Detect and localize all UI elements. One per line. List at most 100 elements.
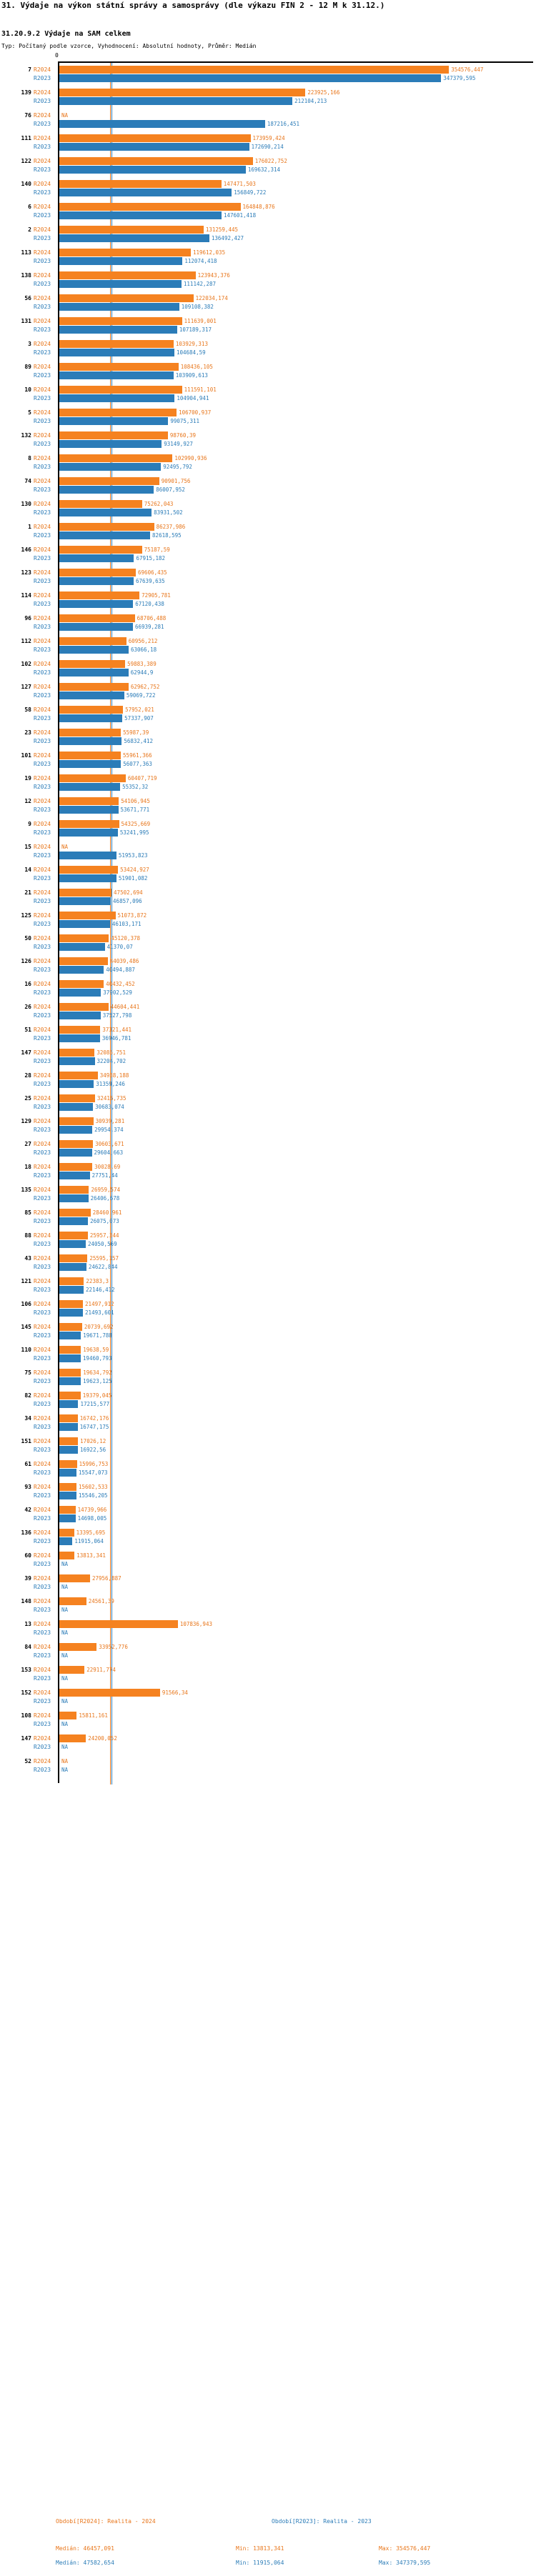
bar-value-label-2023: 29604,663 xyxy=(94,1149,124,1156)
bar-value-label-2024: 13395,695 xyxy=(76,1529,106,1536)
series-label-2023: R2023 xyxy=(34,555,51,561)
row-rank-label: 8 xyxy=(28,455,31,461)
series-label-2024: R2024 xyxy=(34,1644,51,1650)
bar-2023 xyxy=(59,74,442,82)
bar-2024 xyxy=(59,774,126,782)
series-label-2024: R2024 xyxy=(34,478,51,484)
series-label-2023: R2023 xyxy=(34,372,51,379)
series-label-2023: R2023 xyxy=(34,1607,51,1613)
series-label-2023: R2023 xyxy=(34,1127,51,1133)
row-rank-label: 148 xyxy=(21,1598,31,1604)
bar-2024 xyxy=(59,1689,160,1697)
bar-value-label-2024: 86237,986 xyxy=(156,524,186,530)
row-rank-label: 138 xyxy=(21,272,31,279)
bar-2024 xyxy=(59,1712,77,1719)
bar-2023 xyxy=(59,829,118,837)
series-label-2023: R2023 xyxy=(34,1584,51,1590)
series-label-2024: R2024 xyxy=(34,958,51,964)
bar-2024 xyxy=(59,363,179,371)
series-label-2024: R2024 xyxy=(34,592,51,599)
bar-2023 xyxy=(59,440,162,448)
bar-value-label-2024: 19379,045 xyxy=(82,1392,112,1399)
series-label-2023: R2023 xyxy=(34,1744,51,1750)
series-label-2023: R2023 xyxy=(34,1355,51,1362)
bar-value-label-2023: 92495,792 xyxy=(163,464,192,470)
bar-2024 xyxy=(59,1574,90,1582)
series-label-2024: R2024 xyxy=(34,1438,51,1444)
series-label-2023: R2023 xyxy=(34,304,51,310)
bar-value-label-2023: 53671,771 xyxy=(120,807,150,813)
stat-min-2023: Min: 11915,064 xyxy=(236,2560,284,2566)
bar-value-label-2023: 56077,363 xyxy=(123,761,152,767)
series-label-2024: R2024 xyxy=(34,1598,51,1604)
series-label-2024: R2024 xyxy=(34,752,51,759)
bar-value-label-2024: 107836,943 xyxy=(179,1621,212,1627)
bar-value-label-2024: 108436,105 xyxy=(180,364,213,370)
bar-value-label-2023: 56832,412 xyxy=(124,738,154,744)
series-label-2024: R2024 xyxy=(34,1324,51,1330)
row-rank-label: 88 xyxy=(24,1232,31,1239)
bar-value-label-2024: 176022,752 xyxy=(254,158,287,164)
bar-value-label-2023: 27751,44 xyxy=(91,1172,118,1179)
bar-2023 xyxy=(59,623,133,631)
bar-2024 xyxy=(59,1414,78,1422)
bar-2023 xyxy=(59,326,177,334)
row-rank-label: 25 xyxy=(24,1095,31,1102)
bar-na-label-2023: NA xyxy=(61,1584,69,1590)
row-rank-label: 140 xyxy=(21,181,31,187)
row-rank-label: 13 xyxy=(24,1621,31,1627)
row-rank-label: 125 xyxy=(21,912,31,919)
chart-type-line: Typ: Počítaný podle vzorce, Vyhodnocení:… xyxy=(1,43,257,49)
bar-2023 xyxy=(59,1537,73,1545)
bar-value-label-2024: 15996,753 xyxy=(79,1461,109,1467)
bar-2023 xyxy=(59,1080,94,1088)
bar-2023 xyxy=(59,1240,86,1248)
row-rank-label: 123 xyxy=(21,569,31,576)
series-label-2023: R2023 xyxy=(34,1058,51,1064)
series-label-2023: R2023 xyxy=(34,1172,51,1179)
bar-2023 xyxy=(59,943,105,951)
row-rank-label: 15 xyxy=(24,844,31,850)
bar-value-label-2024: 20739,692 xyxy=(84,1324,114,1330)
row-rank-label: 114 xyxy=(21,592,31,599)
bar-value-label-2024: 91566,34 xyxy=(162,1689,188,1696)
series-label-2024: R2024 xyxy=(34,1095,51,1102)
row-rank-label: 147 xyxy=(21,1735,31,1742)
row-rank-label: 10 xyxy=(24,386,31,393)
bar-value-label-2023: 22146,412 xyxy=(86,1287,115,1293)
row-rank-label: 43 xyxy=(24,1255,31,1262)
bar-2023 xyxy=(59,646,129,654)
series-label-2023: R2023 xyxy=(34,1149,51,1156)
bar-2024 xyxy=(59,912,116,919)
row-rank-label: 23 xyxy=(24,729,31,736)
bar-2024 xyxy=(59,980,104,988)
series-label-2023: R2023 xyxy=(34,75,51,81)
series-label-2023: R2023 xyxy=(34,647,51,653)
bar-value-label-2024: 40432,452 xyxy=(106,981,135,987)
bar-value-label-2024: 106700,937 xyxy=(179,409,212,416)
series-label-2023: R2023 xyxy=(34,509,51,516)
series-label-2023: R2023 xyxy=(34,281,51,287)
series-label-2024: R2024 xyxy=(34,1369,51,1376)
bar-2023 xyxy=(59,1469,76,1477)
bar-2023 xyxy=(59,143,249,151)
bar-value-label-2023: 83931,502 xyxy=(154,509,183,516)
row-rank-label: 93 xyxy=(24,1484,31,1490)
bar-2023 xyxy=(59,463,162,471)
row-rank-label: 19 xyxy=(24,775,31,782)
row-rank-label: 60 xyxy=(24,1552,31,1559)
row-rank-label: 28 xyxy=(24,1072,31,1079)
bar-2023 xyxy=(59,989,101,997)
series-label-2024: R2024 xyxy=(34,1484,51,1490)
bar-value-label-2024: 19634,792 xyxy=(83,1369,112,1376)
bar-value-label-2023: 31359,246 xyxy=(96,1081,125,1087)
series-label-2024: R2024 xyxy=(34,432,51,439)
bar-2023 xyxy=(59,920,110,928)
series-label-2023: R2023 xyxy=(34,258,51,264)
row-rank-label: 152 xyxy=(21,1689,31,1696)
series-label-2024: R2024 xyxy=(34,1689,51,1696)
series-label-2023: R2023 xyxy=(34,1629,51,1636)
bar-na-label-2024: NA xyxy=(61,112,69,119)
series-label-2024: R2024 xyxy=(34,1278,51,1284)
